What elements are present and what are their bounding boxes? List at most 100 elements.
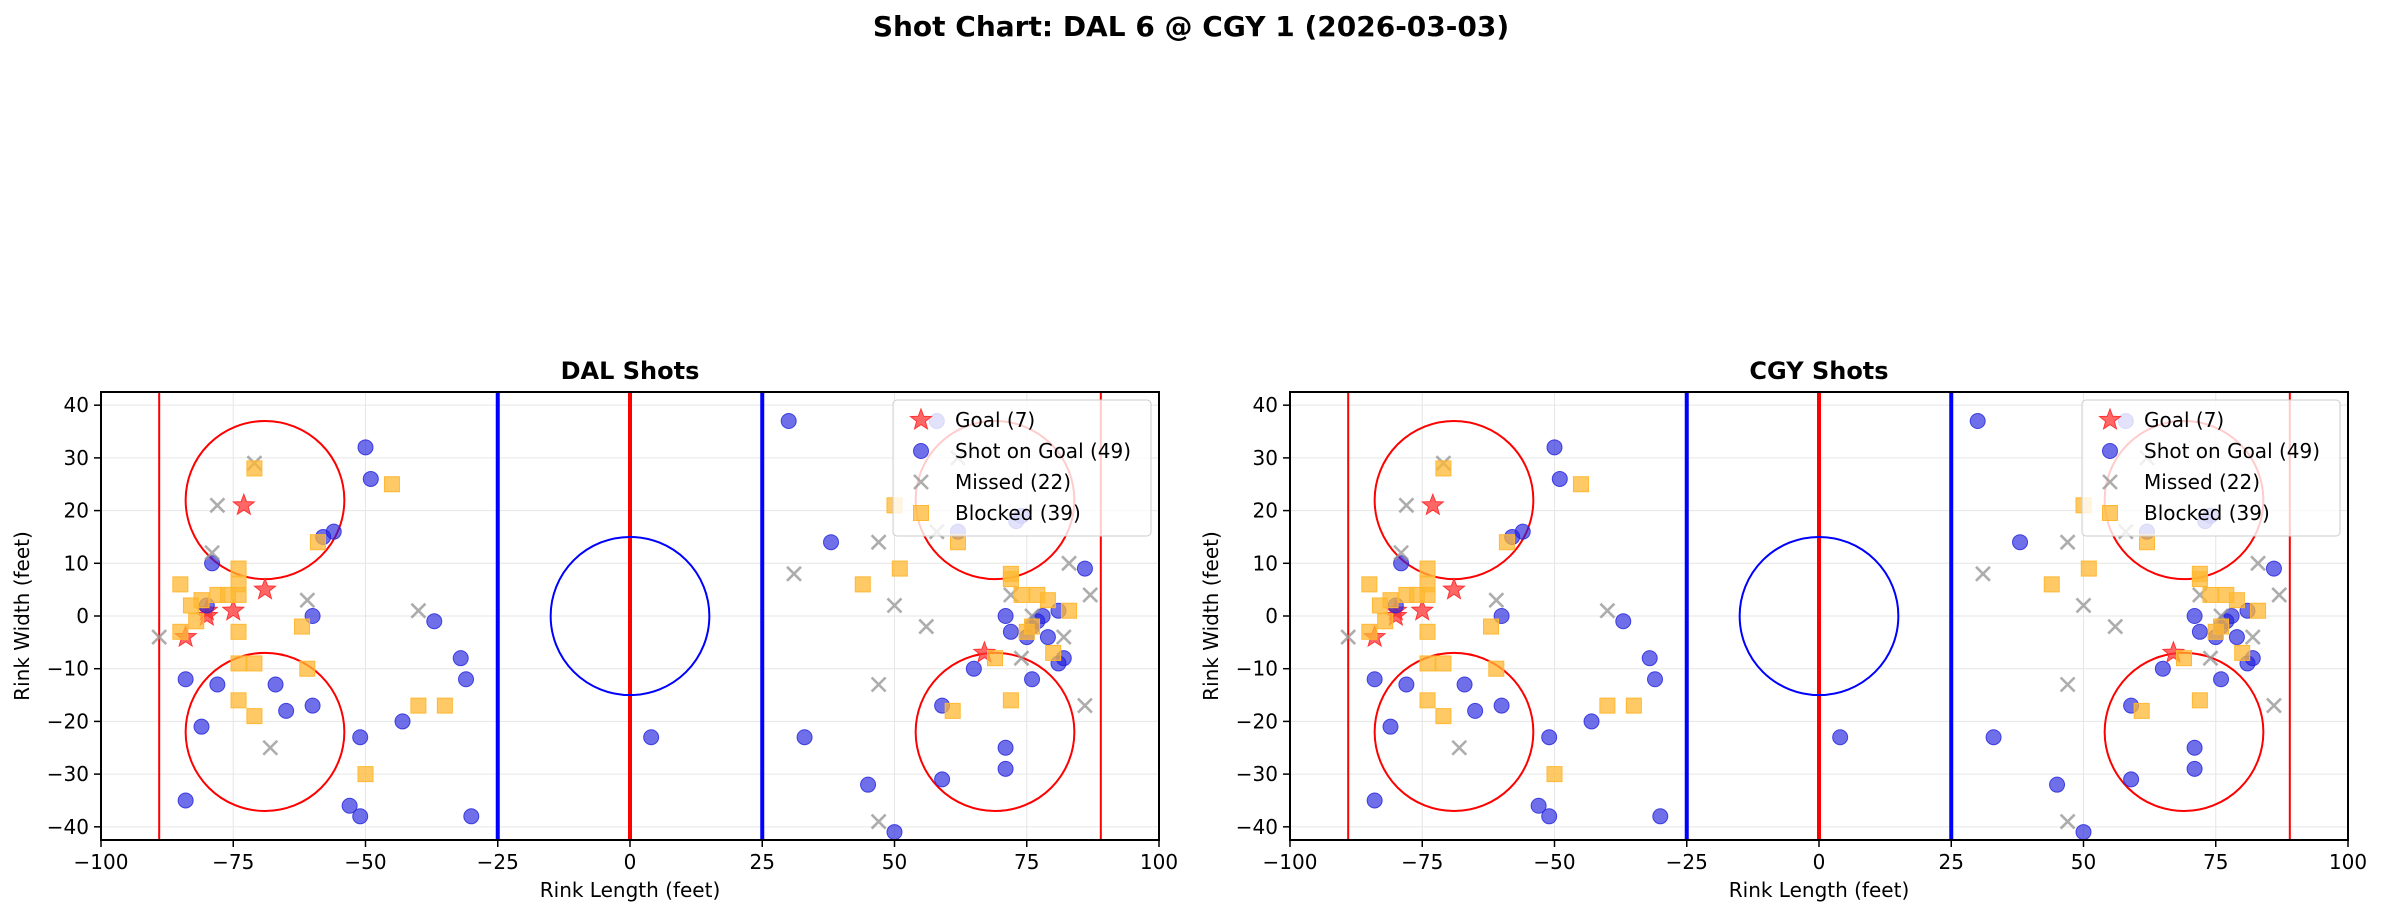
circle-point [267,676,284,693]
x-point [2271,586,2288,603]
circle-point [997,760,1014,777]
legend-label: Blocked (39) [955,501,1081,525]
square-point [1419,623,1436,640]
legend-square-marker [2102,505,2118,521]
circle-point [1467,702,1484,719]
circle-point [1366,792,1383,809]
circle-point [1832,729,1849,746]
series-square [172,460,1078,783]
square-point [1377,613,1394,630]
star-point [1410,598,1435,621]
square-point [1061,602,1078,619]
square-point [891,560,908,577]
x-tick-label: 0 [624,850,637,874]
axis-ticks: −100 −75 −50 −25 0 25 50 75 100−40−30−20−1001020… [47,393,1178,874]
square-point [1045,644,1062,661]
circle-point [177,792,194,809]
panel-title: CGY Shots [1749,357,1888,385]
x-point [2107,618,2124,635]
legend: Goal (7) Shot on Goal (49) Missed (22) Bloc… [892,399,1152,537]
circle-point [341,797,358,814]
circle-point [886,824,903,840]
square-point [383,476,400,493]
x-point [1451,739,1468,756]
legend-label: Shot on Goal (49) [2144,439,2320,463]
series-x [151,449,1099,830]
square-point [1546,766,1563,783]
y-tick-label: 20 [1253,499,1278,523]
x-tick-label: 0 [1813,850,1826,874]
circle-point [997,739,1014,756]
circle-point [1541,808,1558,825]
x-point [2059,676,2076,693]
x-point [870,813,887,830]
x-tick-label: −25 [1666,850,1708,874]
x-point [1013,650,1030,667]
square-point [949,534,966,551]
square-point [2234,644,2251,661]
x-point [918,618,935,635]
square-point [1488,660,1505,677]
series-circle [1366,412,2282,840]
legend-star-marker [909,407,933,431]
legend-label: Blocked (39) [2144,501,2270,525]
square-point [182,597,199,614]
legend-item: Missed (22) [2102,470,2260,494]
x-tick-label: 25 [750,850,775,874]
x-point [1055,629,1072,646]
x-point [299,592,316,609]
circle-point [1541,729,1558,746]
circle-point [2186,739,2203,756]
star-point [1421,492,1445,516]
square-point [309,534,326,551]
series-square [1361,460,2267,783]
legend-circle-marker [913,443,929,459]
circle-point [352,808,369,825]
circle-point [965,660,982,677]
circle-point [2186,608,2203,624]
x-point [1398,497,1415,514]
circle-point [1985,729,2002,746]
faceoff-circle [1373,651,1535,813]
y-tick-label: 10 [1253,551,1278,575]
square-point [1018,623,1035,640]
square-point [188,613,205,630]
legend-item: Blocked (39) [913,501,1081,525]
y-tick-label: 40 [1253,393,1278,417]
legend-x-marker [913,474,929,490]
square-point [246,460,263,477]
y-tick-label: −20 [1236,709,1278,733]
y-tick-label: 30 [64,446,89,470]
circle-point [1615,613,1632,630]
legend-square-marker [913,505,929,521]
star-point [972,640,997,663]
x-point [2075,597,2092,614]
cgy-shots-panel: −100 −75 −50 −25 0 25 50 75 100−40−30−20−1001020… [1199,357,2367,902]
square-point [2043,576,2060,593]
x-tick-label: 75 [1014,850,1039,874]
x-point [2266,697,2282,714]
legend-label: Goal (7) [955,408,1035,432]
circle-point [177,671,194,688]
square-point [2202,586,2219,603]
x-point [2202,650,2219,667]
square-point [2250,602,2267,619]
x-point [2059,813,2076,830]
square-point [299,660,316,677]
circle-point [2213,671,2230,688]
circle-point [1039,629,1056,646]
legend-box [2081,399,2341,537]
square-point [987,650,1004,667]
square-point [2176,650,2193,667]
x-tick-label: −75 [1401,850,1443,874]
x-tick-label: 50 [882,850,907,874]
square-point [944,702,961,719]
circle-point [1652,808,1669,825]
square-point [2138,534,2155,551]
circle-point [860,776,877,793]
y-axis-label: Rink Width (feet) [1199,531,1223,701]
square-point [1361,576,1378,593]
circle-point [1546,439,1563,456]
x-tick-label: 25 [1939,850,1964,874]
y-tick-label: 40 [64,393,89,417]
